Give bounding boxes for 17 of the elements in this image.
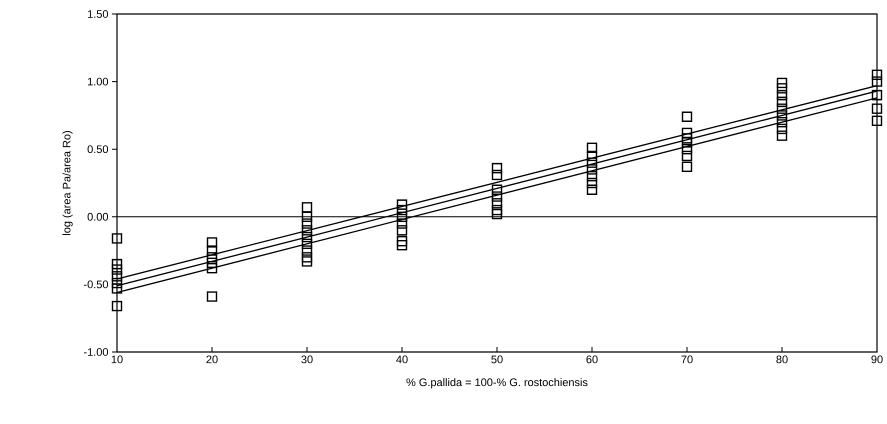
x-tick-label: 70 xyxy=(681,356,693,364)
y-axis-title: log (area Pa/area Ro) xyxy=(62,131,73,235)
x-tick-label: 40 xyxy=(396,356,408,364)
x-tick-label: 90 xyxy=(871,356,883,364)
x-tick-label: 60 xyxy=(586,356,598,364)
x-axis-title: % G.pallida = 100-% G. rostochiensis xyxy=(406,378,588,388)
x-tick-label: 80 xyxy=(776,356,788,364)
y-tick-label: 1.00 xyxy=(88,78,108,86)
y-tick-label: 0.00 xyxy=(88,212,108,221)
y-tick-label: -0.50 xyxy=(84,280,108,288)
y-tick-label: 0.50 xyxy=(88,145,108,154)
y-tick-label: -1.00 xyxy=(84,348,108,356)
x-tick-label: 30 xyxy=(301,356,313,364)
x-tick-label: 20 xyxy=(206,356,218,364)
y-tick-label: 1.50 xyxy=(88,10,108,18)
x-tick-label: 10 xyxy=(112,356,123,364)
x-tick-label: 50 xyxy=(491,356,503,364)
